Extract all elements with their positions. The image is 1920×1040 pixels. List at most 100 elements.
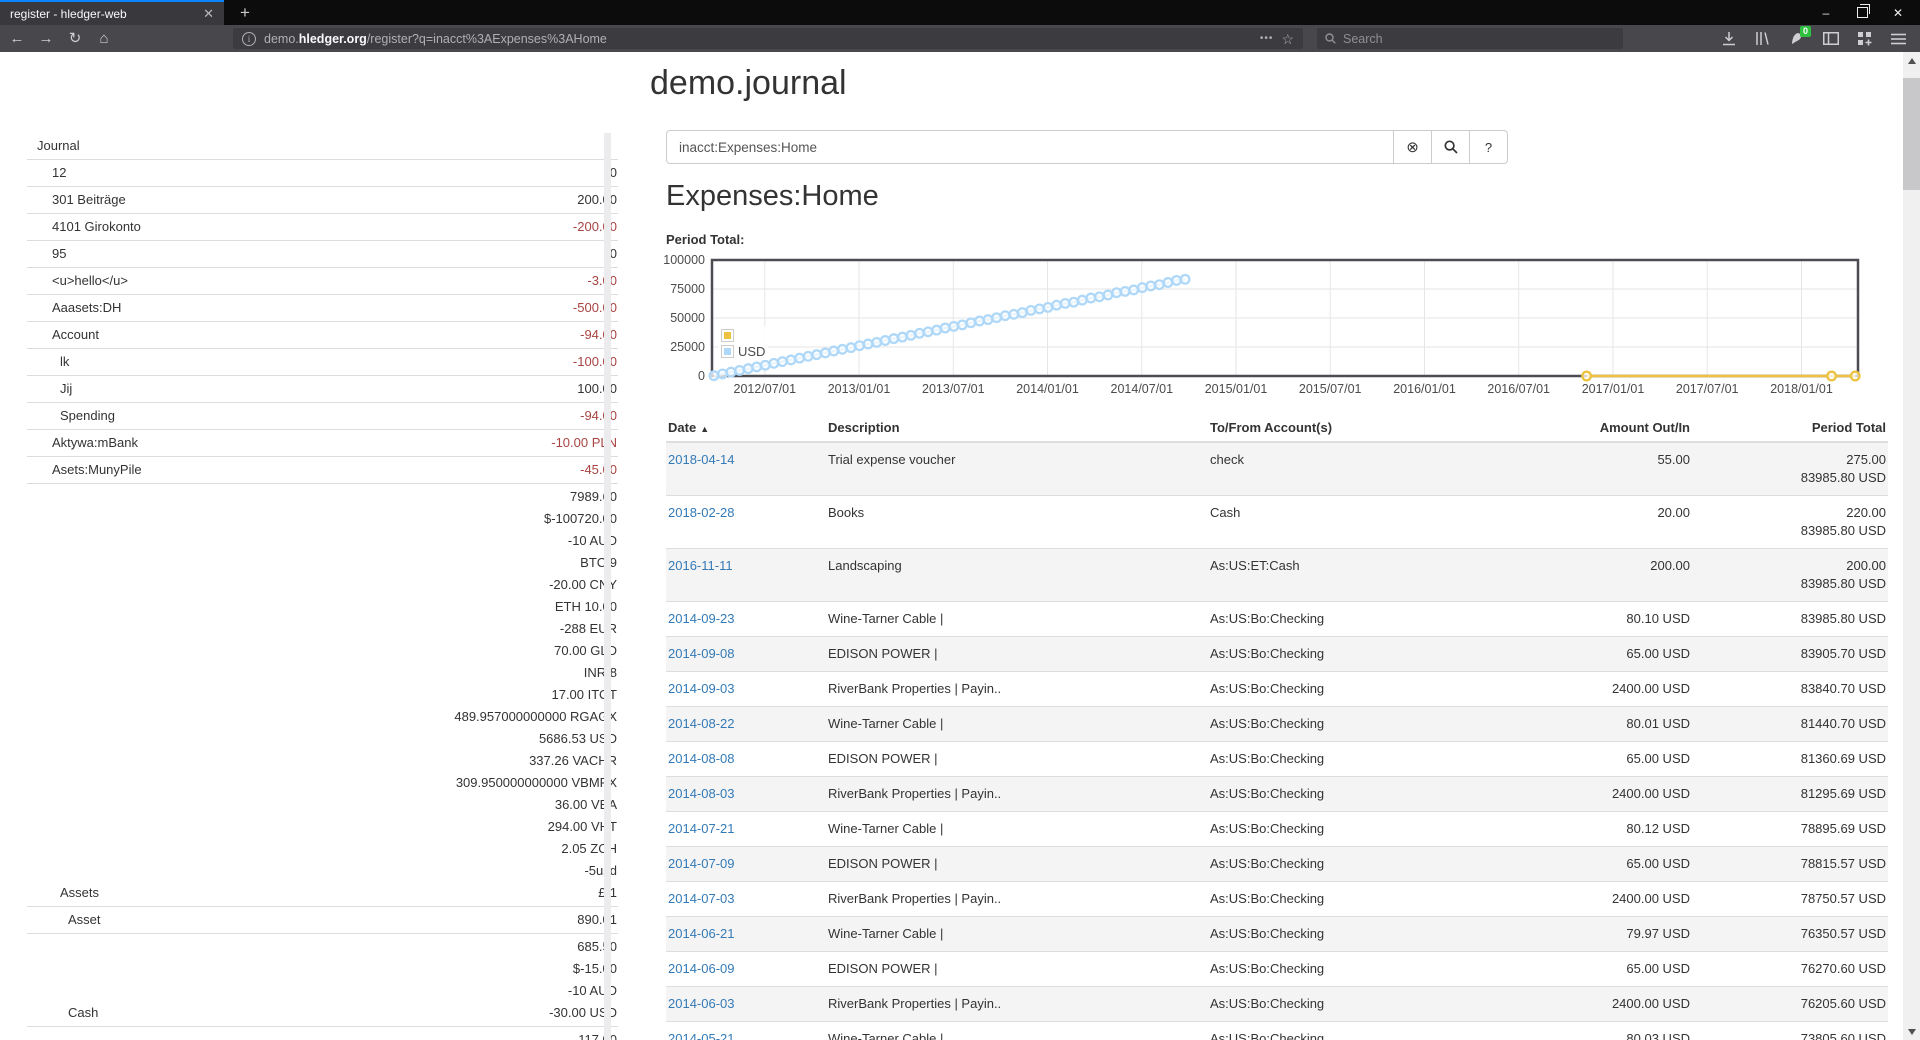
back-button[interactable]: ← [9,30,25,47]
transaction-date-link[interactable]: 2018-04-14 [668,452,735,467]
transaction-date-link[interactable]: 2014-06-09 [668,961,735,976]
sidebar-row: 95 0 [27,240,618,267]
restore-button[interactable] [1844,0,1880,25]
sidebar-account-link[interactable]: Asets:MunyPile [52,462,142,477]
account-balance: 0 [609,246,617,261]
vertical-scrollbar[interactable] [1903,52,1920,1040]
sidebar-account-link[interactable]: Journal [37,138,80,153]
transaction-date-link[interactable]: 2014-07-21 [668,821,735,836]
account-heading: Expenses:Home [666,180,879,212]
url-text[interactable]: demo.hledger.org/register?q=inacct%3AExp… [264,31,607,46]
sidebar-accounts: Journal 12 0 301 Beiträge 200.00 4101 Girokon… [27,133,618,1040]
sidebar-row: 301 Beiträge 200.00 [27,186,618,213]
register-row: 2014-08-03 RiverBank Properties | Payin..… [666,776,1888,812]
downloads-icon[interactable] [1720,30,1737,47]
new-tab-button[interactable]: + [240,2,250,22]
sidebar-row: Cash 685.50 $-15.00 -10 AUD -30.00 USD [27,933,618,1026]
sidebar-toggle-icon[interactable] [1822,30,1839,47]
nav-buttons: ← → ↻ ⌂ [8,25,113,52]
tab-close-icon[interactable]: ✕ [203,6,214,21]
header-period-total[interactable]: Period Total [1692,414,1888,443]
bookmark-star-icon[interactable]: ☆ [1281,30,1294,47]
transaction-date-link[interactable]: 2014-08-22 [668,716,735,731]
sidebar-account-link[interactable]: Cash [68,1005,99,1020]
scroll-down-arrow[interactable] [1903,1023,1920,1040]
transaction-date-link[interactable]: 2014-07-03 [668,891,735,906]
sidebar-account-link[interactable]: 95 [52,246,67,261]
sidebar-account-link[interactable]: Jij [60,381,73,396]
description-cell: EDISON POWER | [826,741,1208,777]
sidebar-account-link[interactable]: Spending [60,408,115,423]
header-description[interactable]: Description [826,414,1208,443]
extension-icon[interactable]: 0 [1788,26,1811,47]
scrollbar-thumb[interactable] [1903,78,1920,190]
legend-item: USD [721,343,765,359]
menu-icon[interactable] [1890,30,1907,47]
transaction-date-link[interactable]: 2018-02-28 [668,505,735,520]
close-button[interactable]: ✕ [1892,5,1904,20]
account-balance: -10.00 PLN [551,435,617,450]
svg-text:2013/07/01: 2013/07/01 [922,382,985,396]
transaction-date-link[interactable]: 2014-05-21 [668,1031,735,1040]
query-input[interactable] [666,130,1394,164]
help-button[interactable]: ? [1470,130,1508,164]
transaction-date-link[interactable]: 2014-08-03 [668,786,735,801]
forward-button[interactable]: → [38,30,54,47]
page-actions-icon[interactable]: ••• [1259,33,1274,44]
register-row: 2014-06-09 EDISON POWER | As:US:Bo:Checkin… [666,951,1888,987]
description-cell: Wine-Tarner Cable | [826,706,1208,742]
transaction-date-link[interactable]: 2016-11-11 [668,558,733,573]
sidebar-account-link[interactable]: Aktywa:mBank [52,435,138,450]
sidebar-account-link[interactable]: 301 Beiträge [52,192,126,207]
account-cell: As:US:Bo:Checking [1208,811,1508,847]
account-balance: -200.00 [572,219,617,234]
svg-text:50000: 50000 [670,311,705,325]
svg-text:2016/01/01: 2016/01/01 [1393,382,1456,396]
sidebar-account-link[interactable]: Account [52,327,99,342]
account-cell: As:US:Bo:Checking [1208,951,1508,987]
description-cell: Books [826,495,1208,549]
transaction-date-link[interactable]: 2014-09-03 [668,681,735,696]
header-amount[interactable]: Amount Out/In [1508,414,1692,443]
description-cell: Wine-Tarner Cable | [826,1021,1208,1040]
home-button[interactable]: ⌂ [99,30,109,47]
register-row: 2014-09-03 RiverBank Properties | Payin..… [666,671,1888,707]
header-account[interactable]: To/From Account(s) [1208,414,1508,443]
minimize-button[interactable]: – [1822,5,1830,20]
amount-cell: 55.00 [1508,441,1692,496]
period-total-cell: 83905.70 USD [1692,636,1888,672]
description-cell: EDISON POWER | [826,846,1208,882]
transaction-date-link[interactable]: 2014-06-21 [668,926,735,941]
url-bar[interactable]: i demo.hledger.org/register?q=inacct%3AE… [233,28,1303,49]
browser-tab[interactable]: register - hledger-web ✕ [0,0,224,25]
account-balance: 890.01 [577,912,617,927]
amount-cell: 65.00 USD [1508,636,1692,672]
sidebar-row: Journal [27,133,618,159]
apps-grid-icon[interactable] [1856,30,1873,47]
sidebar-account-link[interactable]: Asset [68,912,101,927]
library-icon[interactable] [1754,30,1771,47]
clear-query-button[interactable]: ⊗ [1394,130,1432,164]
account-cell: check [1208,441,1508,496]
sidebar-account-link[interactable]: Aaasets:DH [52,300,122,315]
transaction-date-link[interactable]: 2014-06-03 [668,996,735,1011]
transaction-date-link[interactable]: 2014-07-09 [668,856,735,871]
sidebar-account-link[interactable]: <u>hello</u> [52,273,128,288]
sidebar-account-link[interactable]: 12 [52,165,67,180]
transaction-date-link[interactable]: 2014-08-08 [668,751,735,766]
account-balance: 7989.60 $-100720.00 -10 AUD BTC 9 -20.00 CNY… [454,489,617,900]
sidebar-row: Account -94.00 [27,321,618,348]
transaction-date-link[interactable]: 2014-09-08 [668,646,735,661]
browser-search-box[interactable]: Search [1317,28,1623,49]
sidebar-account-link[interactable]: 4101 Girokonto [52,219,141,234]
reload-button[interactable]: ↻ [68,30,82,47]
sidebar-account-link[interactable]: Assets [60,885,100,900]
submit-query-button[interactable] [1432,130,1470,164]
scroll-up-arrow[interactable] [1903,52,1920,69]
site-info-icon[interactable]: i [242,31,256,46]
transaction-date-link[interactable]: 2014-09-23 [668,611,735,626]
register-row: 2014-08-22 Wine-Tarner Cable | As:US:Bo:Ch… [666,706,1888,742]
sidebar-account-link[interactable]: lk [60,354,70,369]
header-date[interactable]: Date ▲ [666,414,826,443]
account-balance: -100.00 [572,354,617,369]
